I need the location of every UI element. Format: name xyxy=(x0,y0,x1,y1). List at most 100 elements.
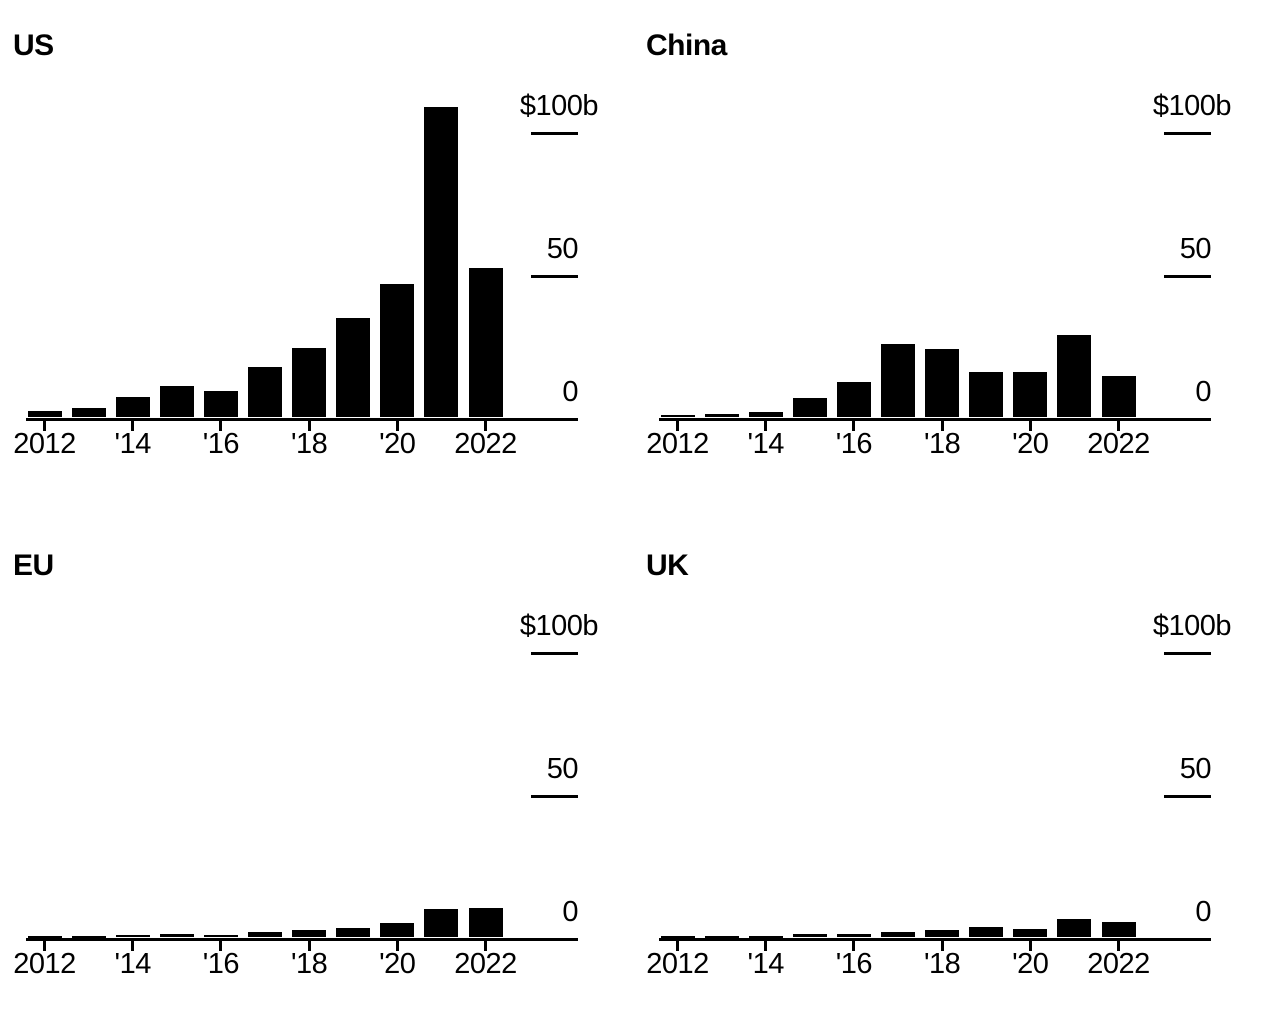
x-axis-tick-label: '18 xyxy=(923,948,961,980)
bar-2015 xyxy=(792,934,827,938)
y-axis-label: 50 xyxy=(1179,232,1212,265)
bar-2013 xyxy=(71,407,106,418)
bar-2021 xyxy=(424,908,459,938)
x-axis-tick-label: '14 xyxy=(114,428,152,460)
bar-2018 xyxy=(925,930,960,938)
chart-title-uk: UK xyxy=(646,549,689,582)
x-axis-tick-label: '16 xyxy=(835,428,873,460)
x-axis-tick xyxy=(395,420,399,431)
y-axis-tick-line xyxy=(531,652,578,656)
bar-2022 xyxy=(468,908,503,938)
x-axis-tick-label: 2012 xyxy=(646,428,709,460)
x-axis-tick xyxy=(764,420,768,431)
x-axis-tick xyxy=(43,420,46,431)
chart-title-china: China xyxy=(646,29,727,62)
bar-2014 xyxy=(115,935,150,938)
bar-2020 xyxy=(380,284,415,418)
y-axis-label: $100b xyxy=(519,610,599,643)
bar-2017 xyxy=(248,366,282,418)
x-axis-tick xyxy=(131,420,135,431)
y-axis-tick-line xyxy=(531,274,578,278)
x-axis-line xyxy=(659,417,1211,421)
y-axis-label: 50 xyxy=(546,232,579,265)
x-axis-tick-label: 2012 xyxy=(646,948,709,980)
y-axis-tick-line xyxy=(1164,794,1211,798)
x-axis-tick-label: '18 xyxy=(923,428,961,460)
x-axis-tick xyxy=(484,940,487,951)
y-axis-label: 0 xyxy=(1195,375,1211,408)
bar-2019 xyxy=(336,317,371,418)
y-axis-label: 50 xyxy=(546,752,579,785)
x-axis-tick xyxy=(676,940,679,951)
x-axis-tick-label: '18 xyxy=(290,428,328,460)
chart-us: US 2012 '14 '16 '18 '20 2022 $100b 50 0 xyxy=(0,0,633,508)
x-axis-tick-label: 2012 xyxy=(13,428,76,460)
x-axis-tick xyxy=(764,940,768,951)
bar-2019 xyxy=(969,372,1004,418)
x-axis-tick-label: '20 xyxy=(379,948,416,980)
bar-2018 xyxy=(292,930,327,938)
x-axis-tick xyxy=(43,940,46,951)
bar-2013 xyxy=(71,935,106,938)
x-axis-tick-label: '14 xyxy=(747,948,785,980)
x-axis-tick xyxy=(940,420,944,431)
bar-2017 xyxy=(881,931,915,938)
bar-2016 xyxy=(836,934,871,938)
bar-2014 xyxy=(748,412,783,418)
x-axis-tick xyxy=(307,420,311,431)
bar-2014 xyxy=(748,935,783,938)
bar-2022 xyxy=(1101,921,1136,938)
bar-2012 xyxy=(27,410,62,418)
bar-2012 xyxy=(660,935,695,938)
x-axis-tick-label: '16 xyxy=(835,948,873,980)
x-axis-tick-label: 2022 xyxy=(454,428,517,460)
x-axis-tick xyxy=(484,420,487,431)
bar-2019 xyxy=(336,927,371,938)
x-axis-tick-label: '16 xyxy=(202,428,240,460)
chart-title-eu: EU xyxy=(13,549,54,582)
x-axis-tick-label: 2022 xyxy=(1087,948,1150,980)
bar-2018 xyxy=(925,349,960,418)
x-axis-tick-label: '20 xyxy=(1012,948,1049,980)
x-axis-tick-label: 2022 xyxy=(454,948,517,980)
chart-uk: UK 2012 '14 '16 '18 '20 2022 $100b 50 0 xyxy=(633,520,1266,1028)
x-axis-line xyxy=(26,417,578,421)
bar-2012 xyxy=(660,414,695,418)
bar-2019 xyxy=(969,926,1004,938)
bar-2015 xyxy=(159,933,194,938)
x-axis-tick-label: '14 xyxy=(114,948,152,980)
x-axis-tick-label: '18 xyxy=(290,948,328,980)
bar-2016 xyxy=(203,934,238,938)
bar-2022 xyxy=(468,268,503,418)
y-axis-tick-line xyxy=(1164,274,1211,278)
x-axis-tick xyxy=(307,940,311,951)
bar-2017 xyxy=(248,932,282,938)
x-axis-tick-label: '20 xyxy=(1012,428,1049,460)
x-axis-line xyxy=(659,937,1211,941)
bar-2015 xyxy=(159,386,194,418)
x-axis-tick xyxy=(1028,420,1032,431)
x-axis-tick xyxy=(852,420,856,431)
x-axis-tick xyxy=(395,940,399,951)
y-axis-label: $100b xyxy=(519,90,599,123)
plot-area-eu: 2012 '14 '16 '18 '20 2022 $100b 50 0 xyxy=(0,520,633,1028)
chart-china: China 2012 '14 '16 '18 '20 2022 $100b 50 0 xyxy=(633,0,1266,508)
bar-2020 xyxy=(1013,928,1048,938)
x-axis-tick xyxy=(131,940,135,951)
y-axis-label: 0 xyxy=(562,375,578,408)
y-axis-label: 0 xyxy=(1195,895,1211,928)
bar-2018 xyxy=(292,348,327,418)
y-axis-label: 50 xyxy=(1179,752,1212,785)
bar-2016 xyxy=(836,381,871,418)
x-axis-line xyxy=(26,937,578,941)
x-axis-tick-label: 2012 xyxy=(13,948,76,980)
y-axis-label: $100b xyxy=(1152,610,1232,643)
x-axis-tick xyxy=(219,940,223,951)
x-axis-tick xyxy=(940,940,944,951)
bar-2021 xyxy=(1057,334,1092,418)
y-axis-tick-line xyxy=(531,132,578,136)
y-axis-label: $100b xyxy=(1152,90,1232,123)
y-axis-label: 0 xyxy=(562,895,578,928)
plot-area-us: 2012 '14 '16 '18 '20 2022 $100b 50 0 xyxy=(0,0,633,508)
